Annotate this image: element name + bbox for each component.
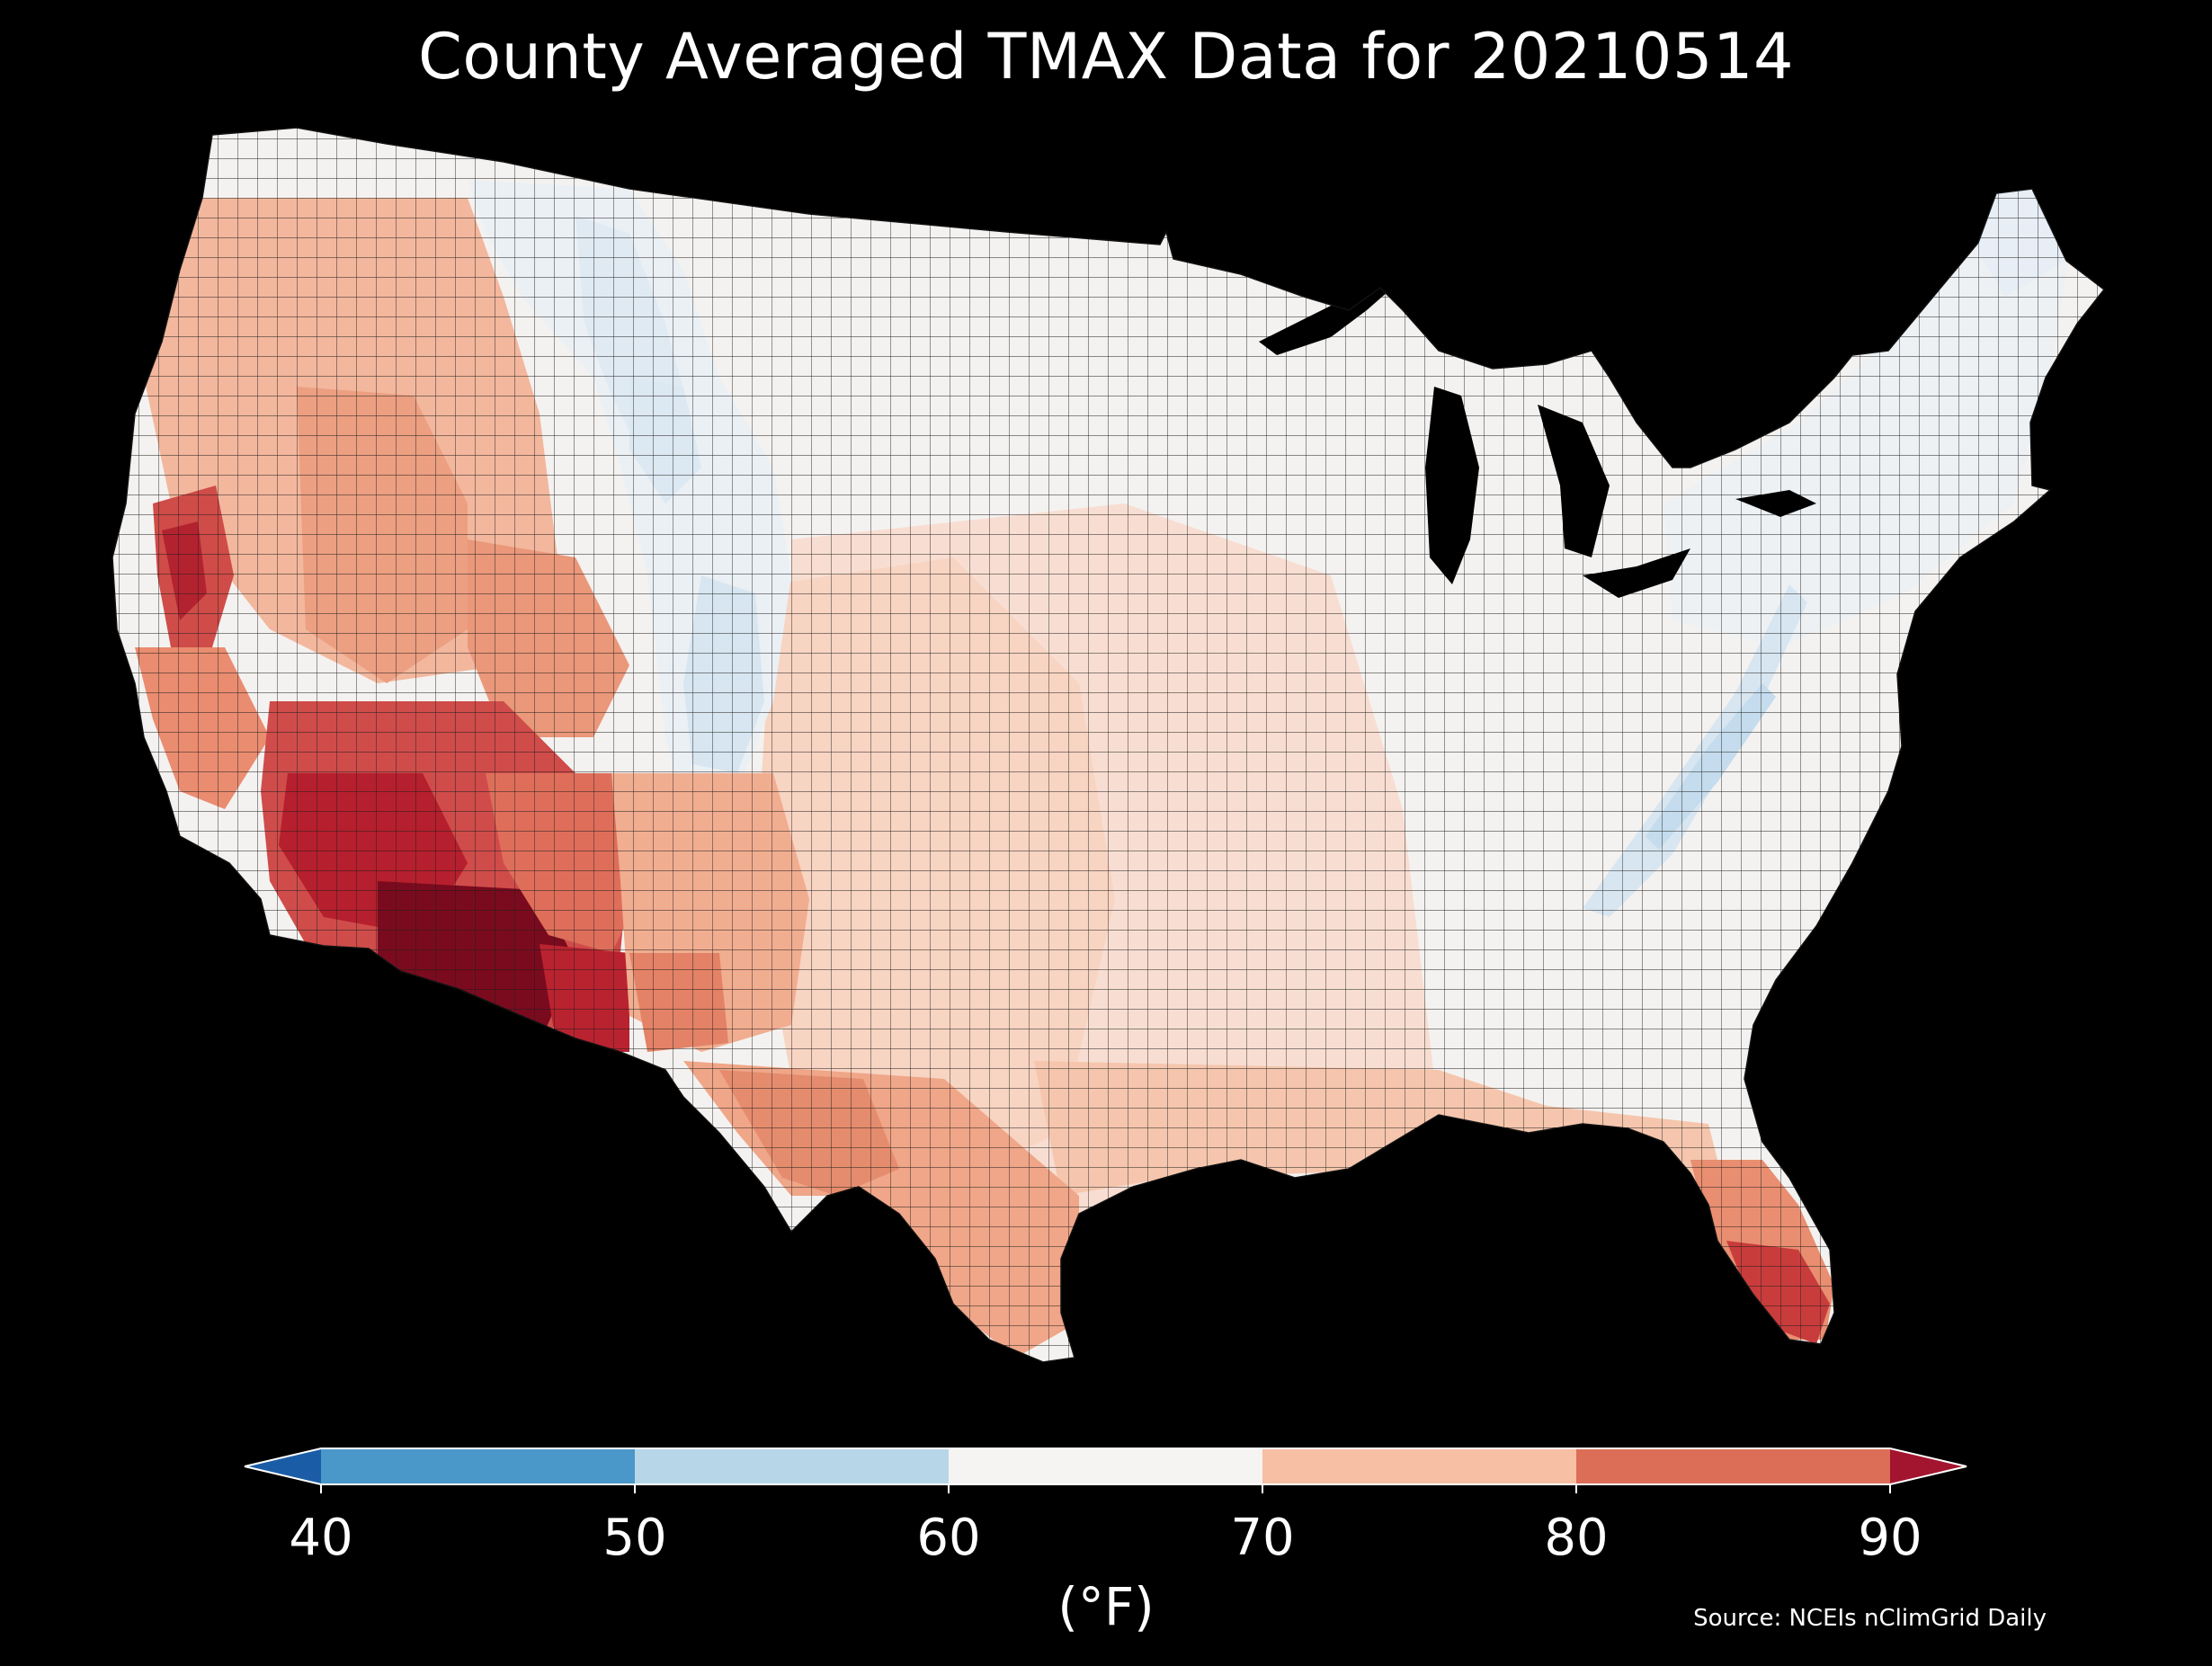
colorbar-bin: [1262, 1448, 1576, 1484]
lake-ontario: [1735, 490, 1816, 517]
colorbar-unit-label: (°F): [1057, 1576, 1155, 1637]
us-outline: [111, 127, 2106, 1363]
colorbar-bin: [949, 1448, 1262, 1484]
map-title: County Averaged TMAX Data for 20210514: [417, 20, 1795, 94]
colorbar-tick-label: 80: [1544, 1509, 1609, 1567]
colorbar-tick-label: 70: [1230, 1509, 1295, 1567]
colorbar-bin: [321, 1448, 635, 1484]
colorbar-bin: [1576, 1448, 1890, 1484]
county-boundaries: [112, 128, 2104, 1362]
colorbar-tick-label: 50: [602, 1509, 667, 1567]
colorbar-tick-label: 40: [289, 1509, 353, 1567]
lake-huron: [1538, 405, 1610, 557]
colorbar-tick-label: 90: [1858, 1509, 1922, 1567]
lake-michigan: [1425, 387, 1479, 584]
colorbar-bin: [635, 1448, 949, 1484]
colorbar-extend-low: [245, 1448, 321, 1484]
colorbar-extend-high: [1890, 1448, 1967, 1484]
colorbar-tick-label: 60: [916, 1509, 981, 1567]
lake-erie: [1583, 548, 1690, 598]
source-credit: Source: NCEIs nClimGrid Daily: [1693, 1605, 2047, 1632]
